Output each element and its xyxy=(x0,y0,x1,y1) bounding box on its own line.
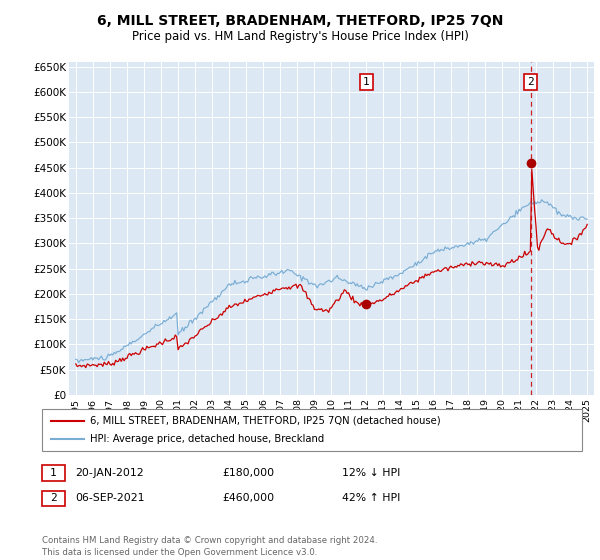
Text: 1: 1 xyxy=(363,77,370,87)
Text: £180,000: £180,000 xyxy=(222,468,274,478)
Text: 12% ↓ HPI: 12% ↓ HPI xyxy=(342,468,400,478)
Text: £460,000: £460,000 xyxy=(222,493,274,503)
Text: 20-JAN-2012: 20-JAN-2012 xyxy=(75,468,143,478)
Text: HPI: Average price, detached house, Breckland: HPI: Average price, detached house, Brec… xyxy=(90,434,324,444)
Text: 06-SEP-2021: 06-SEP-2021 xyxy=(75,493,145,503)
Text: Price paid vs. HM Land Registry's House Price Index (HPI): Price paid vs. HM Land Registry's House … xyxy=(131,30,469,43)
Text: 6, MILL STREET, BRADENHAM, THETFORD, IP25 7QN (detached house): 6, MILL STREET, BRADENHAM, THETFORD, IP2… xyxy=(90,416,440,426)
Text: 42% ↑ HPI: 42% ↑ HPI xyxy=(342,493,400,503)
Text: 2: 2 xyxy=(50,493,57,503)
Text: 2: 2 xyxy=(527,77,534,87)
Text: 1: 1 xyxy=(50,468,57,478)
Text: Contains HM Land Registry data © Crown copyright and database right 2024.
This d: Contains HM Land Registry data © Crown c… xyxy=(42,536,377,557)
Text: 6, MILL STREET, BRADENHAM, THETFORD, IP25 7QN: 6, MILL STREET, BRADENHAM, THETFORD, IP2… xyxy=(97,14,503,28)
